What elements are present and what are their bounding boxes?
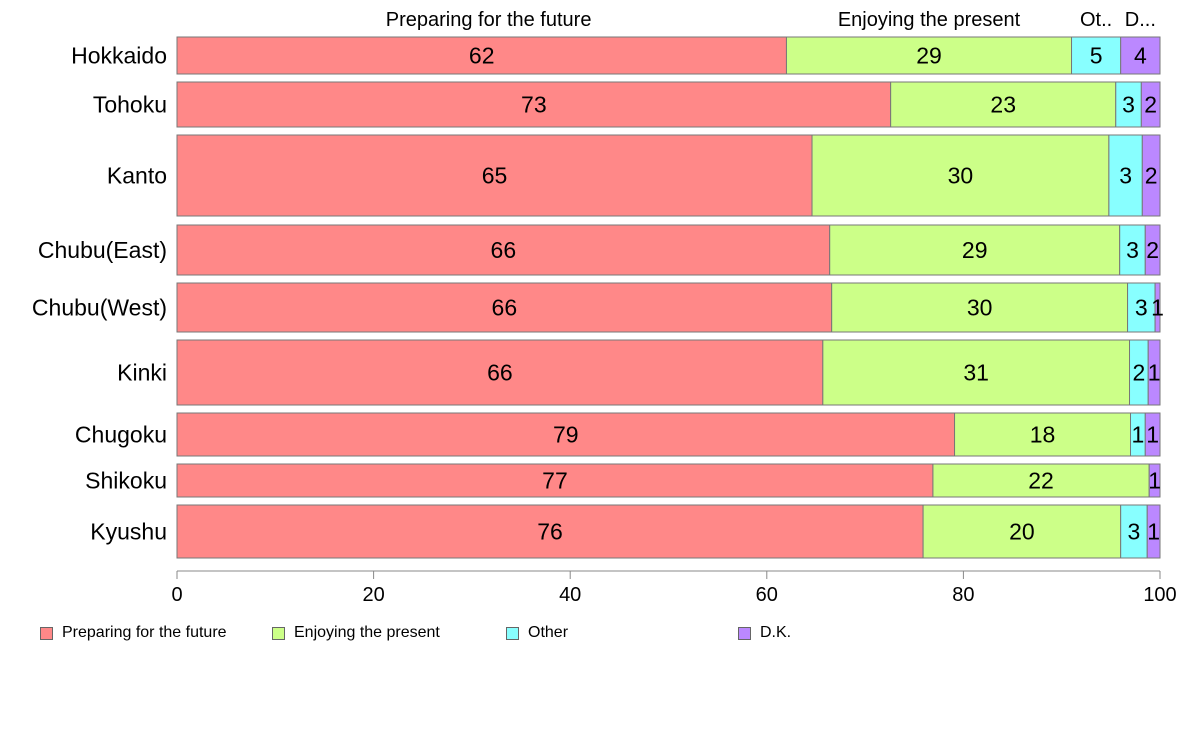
bar-segment-chubu-west-preparing-for-the-future [176,282,833,333]
bar-segment-shikoku-d-k [1148,463,1161,498]
data-label-shikoku-preparing-for-the-future: 77 [542,468,568,494]
data-label-shikoku-enjoying-the-present: 22 [1028,468,1054,494]
x-tick-label-100: 100 [1143,584,1176,606]
top-series-label-3: D... [1125,9,1156,31]
data-label-hokkaido-d-k: 4 [1134,43,1147,69]
data-label-kinki-d-k: 1 [1148,360,1161,386]
data-label-shikoku-d-k: 1 [1148,468,1161,494]
legend-item-preparing: Preparing for the future [40,624,227,642]
bar-segment-chugoku-d-k [1144,412,1161,457]
data-label-kanto-preparing-for-the-future: 65 [482,163,508,189]
category-label-shikoku: Shikoku [85,468,167,494]
bar-segment-chubu-west-enjoying-the-present [831,282,1129,333]
bar-segment-kanto-enjoying-the-present [811,134,1110,217]
bar-segment-kyushu-other [1120,504,1148,559]
x-tick-label-20: 20 [362,584,384,606]
bar-segment-chugoku-enjoying-the-present [954,412,1132,457]
data-label-chubu-east-d-k: 2 [1146,237,1159,263]
data-label-hokkaido-enjoying-the-present: 29 [916,43,942,69]
top-series-label-0: Preparing for the future [386,9,592,31]
legend-label-dk: D.K. [760,624,792,641]
bar-segment-kinki-d-k [1147,339,1161,406]
legend-item-other: Other [506,624,568,642]
data-label-kanto-enjoying-the-present: 30 [948,163,974,189]
legend-swatch-enjoying [272,626,285,640]
data-label-kyushu-other: 3 [1128,519,1141,545]
bar-segment-shikoku-preparing-for-the-future [176,463,934,498]
data-label-chubu-east-enjoying-the-present: 29 [962,237,988,263]
bar-segment-kanto-preparing-for-the-future [176,134,813,217]
data-label-chugoku-other: 1 [1131,422,1144,448]
bar-segment-chubu-east-preparing-for-the-future [176,224,831,276]
data-label-tohoku-preparing-for-the-future: 73 [521,92,547,118]
data-label-kyushu-d-k: 1 [1147,519,1160,545]
data-label-hokkaido-preparing-for-the-future: 62 [469,43,495,69]
data-label-hokkaido-other: 5 [1090,43,1103,69]
x-tick-label-80: 80 [952,584,974,606]
category-label-tohoku: Tohoku [93,92,167,118]
data-label-tohoku-other: 3 [1122,92,1135,118]
bar-segment-chubu-west-other [1127,282,1156,333]
category-label-kinki: Kinki [117,360,167,386]
bar-segment-kyushu-preparing-for-the-future [176,504,924,559]
category-label-kanto: Kanto [107,163,167,189]
bar-segment-tohoku-other [1115,81,1142,128]
data-label-chubu-west-preparing-for-the-future: 66 [492,295,518,321]
category-label-chubu-east: Chubu(East) [38,237,167,263]
data-label-tohoku-d-k: 2 [1144,92,1157,118]
bar-segment-tohoku-d-k [1140,81,1161,128]
bar-segment-kinki-preparing-for-the-future [176,339,824,406]
legend-label-preparing: Preparing for the future [62,624,227,641]
legend: Preparing for the future Enjoying the pr… [40,624,1180,644]
data-label-chubu-east-preparing-for-the-future: 66 [491,237,517,263]
bar-segment-tohoku-enjoying-the-present [890,81,1117,128]
data-label-chugoku-d-k: 1 [1146,422,1159,448]
data-label-tohoku-enjoying-the-present: 23 [990,92,1016,118]
legend-label-other: Other [528,624,569,641]
data-label-kinki-enjoying-the-present: 31 [963,360,989,386]
bar-segment-hokkaido-preparing-for-the-future [176,36,787,75]
legend-swatch-dk [738,626,751,640]
data-label-kanto-other: 3 [1119,163,1132,189]
data-label-chubu-east-other: 3 [1126,237,1139,263]
bar-segment-kyushu-enjoying-the-present [922,504,1122,559]
bar-segment-kinki-enjoying-the-present [822,339,1131,406]
bar-segment-kyushu-d-k [1146,504,1161,559]
category-label-hokkaido: Hokkaido [71,43,167,69]
data-label-chugoku-preparing-for-the-future: 79 [553,422,579,448]
data-label-kinki-other: 2 [1132,360,1145,386]
bar-segment-hokkaido-enjoying-the-present [785,36,1073,75]
bar-segment-chubu-east-d-k [1144,224,1161,276]
data-label-chubu-west-enjoying-the-present: 30 [967,295,993,321]
legend-item-enjoying: Enjoying the present [272,624,440,642]
category-label-kyushu: Kyushu [90,519,167,545]
x-tick-label-0: 0 [171,584,182,606]
bar-segment-tohoku-preparing-for-the-future [176,81,892,128]
data-label-chugoku-enjoying-the-present: 18 [1030,422,1056,448]
data-label-kyushu-enjoying-the-present: 20 [1009,519,1035,545]
data-label-chubu-west-other: 3 [1135,295,1148,321]
bar-segment-hokkaido-d-k [1120,36,1161,75]
category-label-chubu-west: Chubu(West) [32,295,167,321]
data-label-kanto-d-k: 2 [1145,163,1158,189]
x-tick-label-40: 40 [559,584,581,606]
bar-segment-kanto-d-k [1141,134,1161,217]
data-label-chubu-west-d-k: 1 [1151,295,1164,321]
legend-swatch-other [506,626,519,640]
top-series-label-2: Ot.. [1080,9,1112,31]
bar-segment-kanto-other [1108,134,1143,217]
category-label-chugoku: Chugoku [75,422,167,448]
legend-item-dk: D.K. [738,624,791,642]
top-series-label-1: Enjoying the present [838,9,1021,31]
data-label-kinki-preparing-for-the-future: 66 [487,360,513,386]
bar-segment-chubu-east-enjoying-the-present [829,224,1121,276]
legend-swatch-preparing [40,626,53,640]
bar-segment-chubu-west-d-k [1154,282,1161,333]
x-tick-label-60: 60 [756,584,778,606]
legend-label-enjoying: Enjoying the present [294,624,440,641]
data-label-kyushu-preparing-for-the-future: 76 [537,519,563,545]
